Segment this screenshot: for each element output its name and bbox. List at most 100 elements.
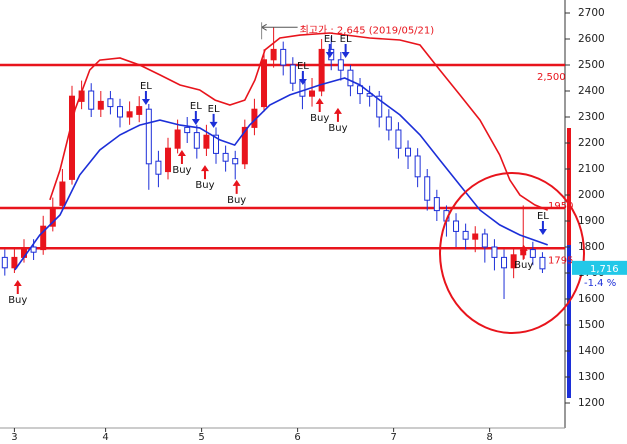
axis-range-up: [567, 128, 571, 245]
buy-arrow: [333, 107, 342, 122]
signal-label: EL: [190, 101, 202, 112]
y-tick-label: 2100: [578, 163, 605, 175]
candle-body: [126, 111, 133, 118]
y-tick-label: 1600: [578, 293, 605, 305]
candle-body: [337, 59, 344, 71]
signal-label: Buy: [514, 260, 533, 271]
x-tick-label: 6: [294, 432, 300, 443]
candle-body: [203, 134, 210, 149]
candle-body: [510, 254, 517, 269]
candle-body: [155, 160, 162, 175]
candle-body: [270, 48, 277, 61]
candle-body: [222, 152, 229, 162]
signal-label: EL: [340, 34, 352, 45]
annotation-arrowhead: [261, 23, 267, 31]
candle-body: [289, 64, 296, 84]
level-label: 1950: [548, 201, 573, 212]
candle-body: [49, 207, 56, 227]
candle-body: [241, 126, 248, 165]
y-tick-label: 2000: [578, 189, 605, 201]
annotation-text: 최고가 : 2,645 (2019/05/21): [300, 24, 435, 36]
last-change: -1.4 %: [584, 278, 616, 289]
buy-arrow: [232, 179, 241, 194]
signal-label: Buy: [195, 180, 214, 191]
candle-body: [213, 134, 220, 154]
candle-body: [395, 129, 402, 149]
candle-body: [539, 256, 546, 270]
y-tick-label: 1400: [578, 345, 605, 357]
x-tick-label: 5: [198, 432, 204, 443]
candle-body: [88, 90, 95, 110]
buy-arrow: [519, 244, 528, 259]
candle-body: [472, 233, 479, 240]
highlight-ellipse: [439, 172, 585, 334]
candle-body: [40, 225, 47, 251]
axis-range-down: [567, 245, 571, 398]
level-label: 2,500: [537, 72, 566, 83]
signal-label: Buy: [8, 295, 27, 306]
candle-body: [376, 95, 383, 118]
last-price: 1,716: [590, 264, 619, 275]
candle-body: [453, 220, 460, 232]
x-tick-label: 8: [486, 432, 492, 443]
y-tick-label: 2300: [578, 111, 605, 123]
x-tick-label: 4: [102, 432, 108, 443]
candle-body: [1, 256, 8, 269]
candle-body: [280, 48, 287, 66]
candle-body: [414, 155, 421, 178]
candle-body: [232, 158, 239, 165]
signal-label: EL: [537, 211, 549, 222]
candle-body: [318, 48, 325, 92]
el-arrow: [141, 91, 150, 106]
level-label: 1795: [548, 255, 573, 266]
y-tick-label: 2400: [578, 85, 605, 97]
x-tick-label: 3: [11, 432, 17, 443]
candle-body: [424, 176, 431, 201]
signal-label: EL: [140, 81, 152, 92]
y-tick-label: 1500: [578, 319, 605, 331]
indicator-line: [49, 32, 548, 211]
y-tick-label: 1800: [578, 241, 605, 253]
el-arrow: [538, 221, 547, 236]
buy-arrow: [13, 280, 22, 295]
candle-body: [309, 90, 316, 97]
buy-arrow: [315, 98, 324, 113]
indicator-line: [14, 77, 548, 271]
x-tick-label: 7: [390, 432, 396, 443]
y-tick-label: 1900: [578, 215, 605, 227]
y-tick-label: 1200: [578, 397, 605, 409]
candle-body: [529, 249, 536, 258]
candle-body: [481, 233, 488, 248]
candle-body: [193, 132, 200, 149]
el-arrow: [209, 113, 218, 128]
candle-body: [136, 106, 143, 115]
candle-body: [59, 181, 66, 206]
signal-label: EL: [297, 61, 309, 72]
candle-body: [261, 59, 268, 108]
buy-arrow: [200, 165, 209, 180]
last-price-box: [572, 260, 627, 275]
candle-body: [385, 116, 392, 131]
candle-body: [30, 246, 37, 253]
candle-body: [347, 69, 354, 87]
candle-body: [11, 256, 18, 269]
y-tick-label: 2600: [578, 33, 605, 45]
el-arrow: [298, 71, 307, 86]
y-tick-label: 2500: [578, 59, 605, 71]
candle-body: [117, 106, 124, 118]
signal-label: EL: [324, 34, 336, 45]
el-arrow: [325, 43, 334, 58]
candle-body: [145, 108, 152, 165]
el-arrow: [191, 111, 200, 126]
candle-body: [97, 100, 104, 110]
y-tick-label: 1300: [578, 371, 605, 383]
buy-arrow: [177, 150, 186, 165]
candle-body: [69, 95, 76, 180]
signal-label: Buy: [328, 123, 347, 134]
y-tick-label: 2700: [578, 7, 605, 19]
candle-body: [501, 256, 508, 269]
candle-body: [462, 230, 469, 240]
